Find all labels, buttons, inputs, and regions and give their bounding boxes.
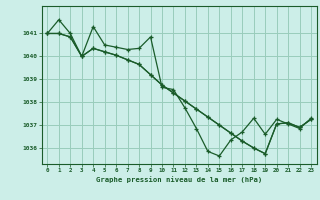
X-axis label: Graphe pression niveau de la mer (hPa): Graphe pression niveau de la mer (hPa) [96, 176, 262, 183]
